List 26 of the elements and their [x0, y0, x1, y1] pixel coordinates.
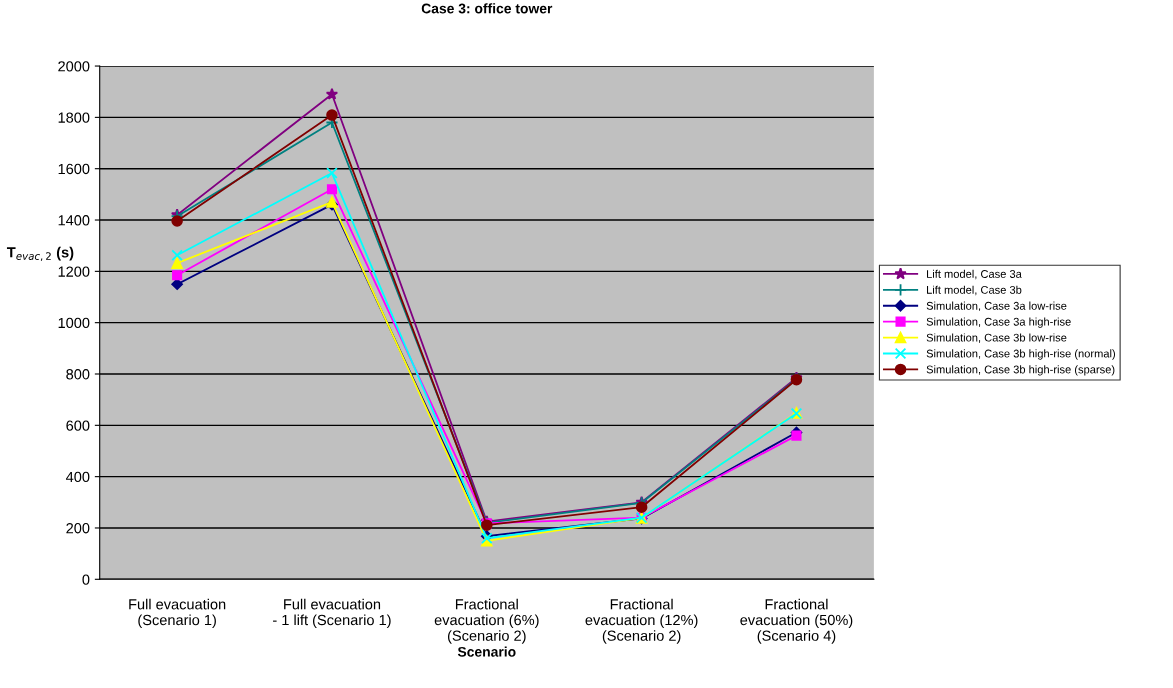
y-tick-label: 1800	[58, 112, 90, 123]
legend-label: Simulation, Case 3b low-rise	[926, 333, 1067, 343]
y-tick-label: 1600	[58, 163, 90, 175]
y-tick-label: 2000	[58, 61, 90, 72]
y-tick-label: 1200	[58, 266, 90, 277]
legend-label: Lift model, Case 3b	[927, 285, 1022, 296]
legend-label: Simulation, Case 3b high-rise (sparse)	[926, 365, 1115, 376]
y-tick-label: 600	[66, 420, 90, 431]
y-axis-title: T$_{evac,2}$ (s)	[6, 246, 74, 261]
y-tick-label: 800	[66, 369, 90, 380]
x-axis-title: Scenario	[457, 646, 516, 657]
legend-label: Lift model, Case 3a	[927, 269, 1022, 280]
x-tick-label: Fractional evacuation (6%) (Scenario 2)	[434, 598, 539, 644]
chart-title: Case 3: office tower	[421, 3, 553, 14]
y-tick-label: 200	[66, 523, 90, 534]
y-tick-label: 1400	[58, 215, 90, 226]
x-tick-label: Fractional evacuation (50%) (Scenario 4)	[740, 598, 853, 644]
legend-label: Simulation, Case 3b high-rise (normal)	[926, 349, 1115, 360]
y-tick-label: 0	[82, 574, 90, 585]
x-tick-label: Full evacuation - 1 lift (Scenario 1)	[273, 598, 391, 629]
legend-label: Simulation, Case 3a high-rise	[926, 317, 1071, 328]
x-tick-label: Full evacuation (Scenario 1)	[129, 598, 226, 629]
x-tick-label: Fractional evacuation (12%) (Scenario 2)	[585, 598, 698, 644]
y-tick-label: 400	[65, 471, 90, 483]
legend-label: Simulation, Case 3a low-rise	[926, 301, 1067, 312]
y-tick-label: 1000	[58, 317, 90, 329]
